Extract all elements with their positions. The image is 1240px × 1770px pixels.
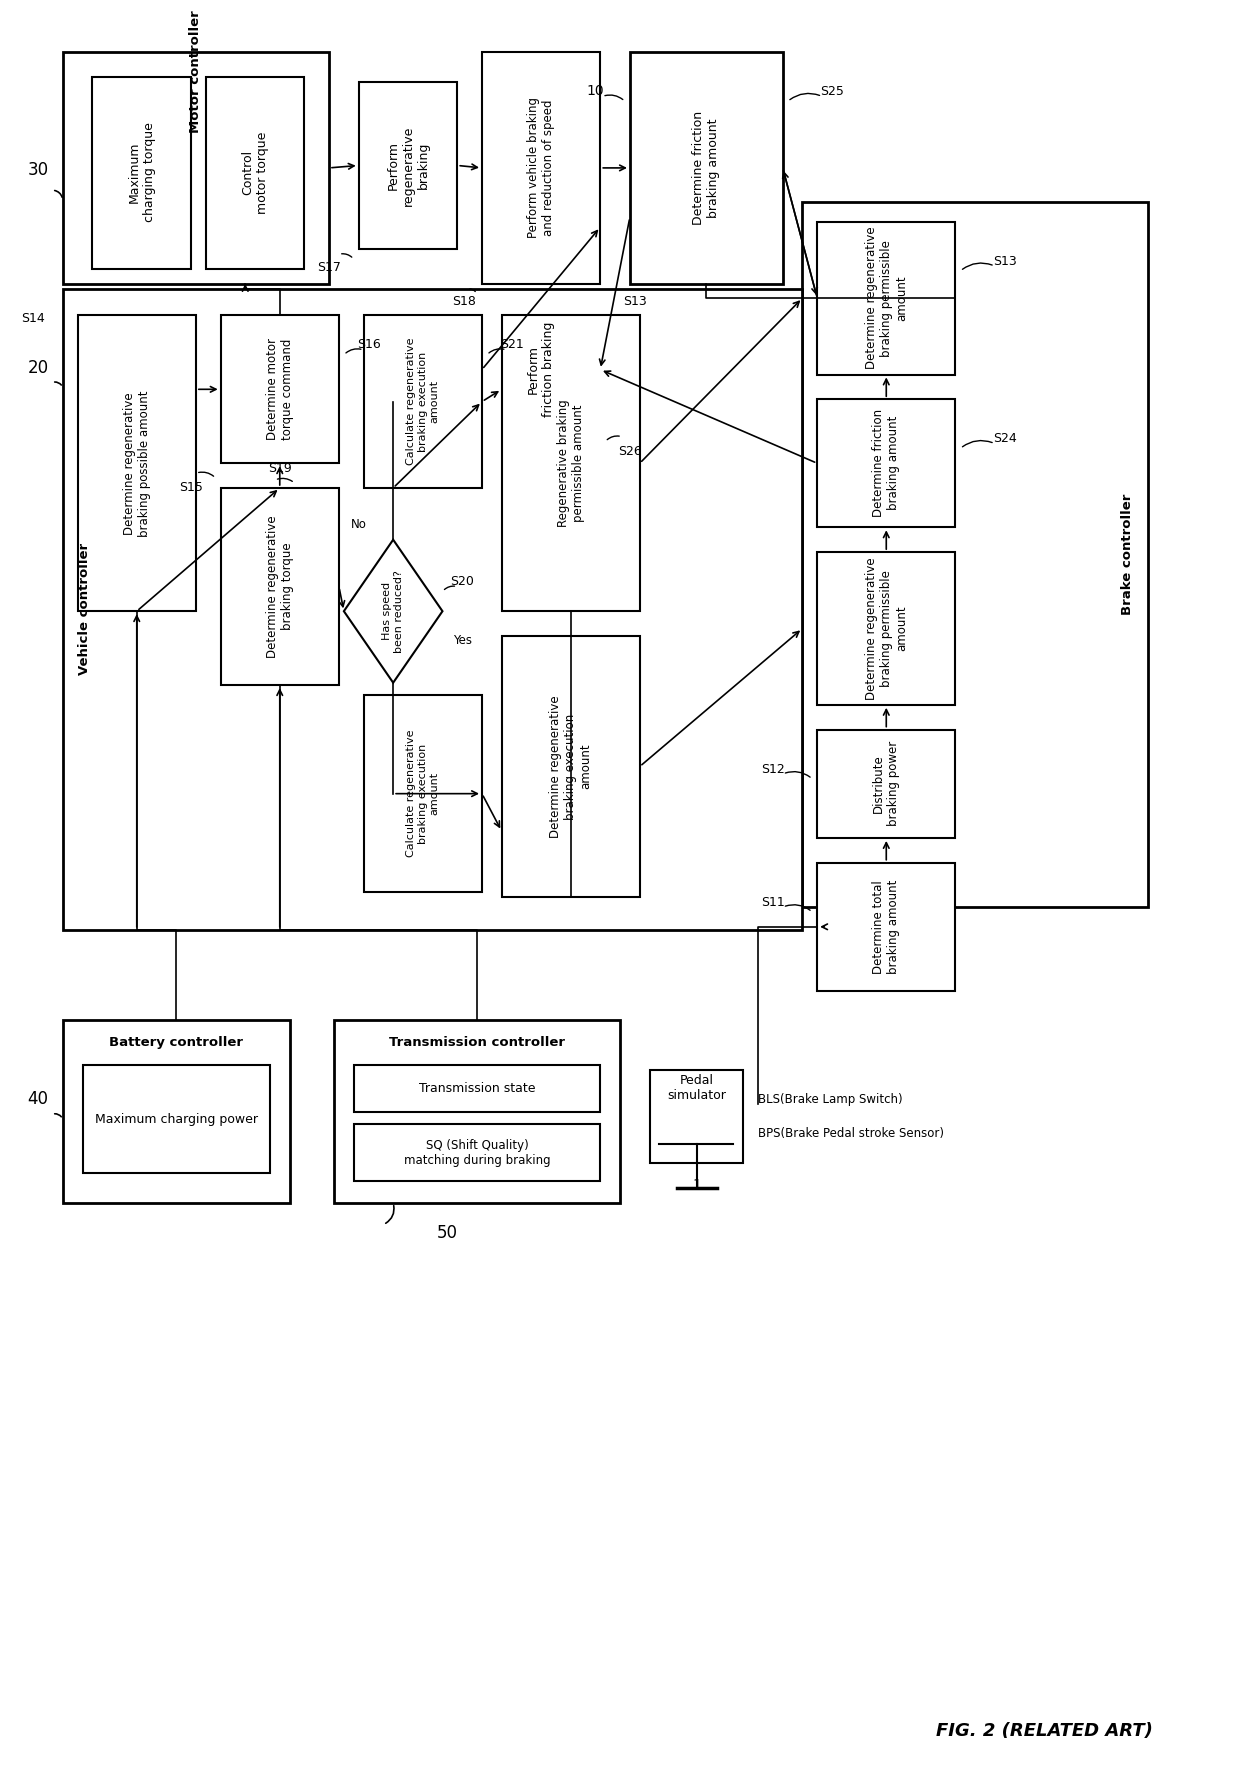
Text: S20: S20: [450, 575, 474, 588]
Text: Brake controller: Brake controller: [1121, 494, 1135, 616]
Bar: [650, 1069, 743, 1163]
Text: S13: S13: [993, 255, 1017, 267]
Polygon shape: [343, 540, 443, 683]
Bar: [83, 1066, 270, 1174]
Text: Perform
regenerative
braking: Perform regenerative braking: [387, 126, 429, 205]
Bar: [482, 51, 600, 283]
Text: Determine friction
braking amount: Determine friction braking amount: [692, 112, 720, 225]
Bar: [482, 306, 600, 434]
Bar: [353, 1066, 600, 1112]
Text: Determine regenerative
braking execution
amount: Determine regenerative braking execution…: [549, 696, 593, 837]
Text: Determine regenerative
braking possible amount: Determine regenerative braking possible …: [123, 389, 151, 536]
Bar: [817, 400, 955, 527]
Text: Distribute
braking power: Distribute braking power: [872, 742, 900, 827]
Bar: [502, 635, 640, 897]
Text: BLS(Brake Lamp Switch): BLS(Brake Lamp Switch): [758, 1092, 903, 1106]
Text: Transmission controller: Transmission controller: [389, 1035, 565, 1048]
Text: Determine friction
braking amount: Determine friction braking amount: [872, 409, 900, 517]
Text: S19: S19: [268, 462, 291, 474]
Text: Yes: Yes: [453, 634, 471, 648]
Bar: [502, 315, 640, 611]
Text: S24: S24: [993, 432, 1017, 444]
Bar: [63, 51, 329, 283]
Text: S21: S21: [500, 338, 523, 352]
Text: Determine regenerative
braking torque: Determine regenerative braking torque: [265, 515, 294, 658]
Text: S15: S15: [179, 481, 203, 494]
Text: SQ (Shift Quality)
matching during braking: SQ (Shift Quality) matching during braki…: [404, 1138, 551, 1166]
Text: S12: S12: [761, 763, 785, 775]
Bar: [817, 862, 955, 991]
Bar: [817, 221, 955, 375]
Text: Perform vehicle braking
and reduction of speed: Perform vehicle braking and reduction of…: [527, 97, 556, 239]
Text: S16: S16: [357, 338, 381, 352]
Text: Motor controller: Motor controller: [190, 11, 202, 133]
Bar: [630, 51, 782, 283]
Text: 50: 50: [436, 1223, 458, 1241]
Text: Calculate regenerative
braking execution
amount: Calculate regenerative braking execution…: [407, 729, 439, 857]
Text: FIG. 2 (RELATED ART): FIG. 2 (RELATED ART): [936, 1722, 1152, 1740]
Bar: [353, 1124, 600, 1181]
Text: Control
motor torque: Control motor torque: [241, 131, 269, 214]
Text: Maximum charging power: Maximum charging power: [94, 1113, 258, 1126]
Text: Transmission state: Transmission state: [419, 1081, 536, 1096]
Text: Determine regenerative
braking permissible
amount: Determine regenerative braking permissib…: [864, 227, 908, 370]
Text: No: No: [351, 519, 367, 531]
Text: Determine motor
torque command: Determine motor torque command: [265, 338, 294, 441]
Text: S26: S26: [618, 444, 642, 458]
Bar: [363, 315, 482, 489]
Bar: [817, 552, 955, 704]
Text: S25: S25: [820, 85, 844, 97]
Text: S11: S11: [761, 896, 785, 908]
Text: 1: 1: [692, 1179, 701, 1193]
Text: S17: S17: [317, 260, 341, 274]
Text: Battery controller: Battery controller: [109, 1035, 243, 1048]
Text: Vehicle controller: Vehicle controller: [78, 543, 91, 676]
Bar: [817, 729, 955, 837]
Bar: [63, 1021, 290, 1204]
Text: 10: 10: [587, 85, 604, 99]
Text: Has speed
been reduced?: Has speed been reduced?: [382, 570, 404, 653]
Text: S13: S13: [622, 296, 647, 308]
Bar: [221, 315, 339, 464]
Text: Determine regenerative
braking permissible
amount: Determine regenerative braking permissib…: [864, 558, 908, 699]
Text: S14: S14: [21, 312, 45, 326]
Text: BPS(Brake Pedal stroke Sensor): BPS(Brake Pedal stroke Sensor): [758, 1127, 944, 1140]
Bar: [358, 81, 458, 250]
Bar: [78, 315, 196, 611]
Bar: [63, 289, 802, 929]
Text: 40: 40: [27, 1090, 48, 1108]
Bar: [802, 202, 1148, 906]
Text: Maximum
charging torque: Maximum charging torque: [128, 122, 156, 223]
Text: 30: 30: [27, 161, 48, 179]
Bar: [363, 696, 482, 892]
Text: Perform
friction braking: Perform friction braking: [527, 322, 556, 418]
Text: S18: S18: [453, 296, 476, 308]
Text: Determine total
braking amount: Determine total braking amount: [872, 880, 900, 974]
Text: Regenerative braking
permissible amount: Regenerative braking permissible amount: [557, 400, 585, 527]
Text: 20: 20: [27, 359, 48, 377]
Bar: [221, 489, 339, 685]
Text: Calculate regenerative
braking execution
amount: Calculate regenerative braking execution…: [407, 338, 439, 466]
Bar: [334, 1021, 620, 1204]
Text: Pedal
simulator: Pedal simulator: [667, 1074, 725, 1101]
Bar: [92, 76, 191, 269]
Bar: [206, 76, 304, 269]
